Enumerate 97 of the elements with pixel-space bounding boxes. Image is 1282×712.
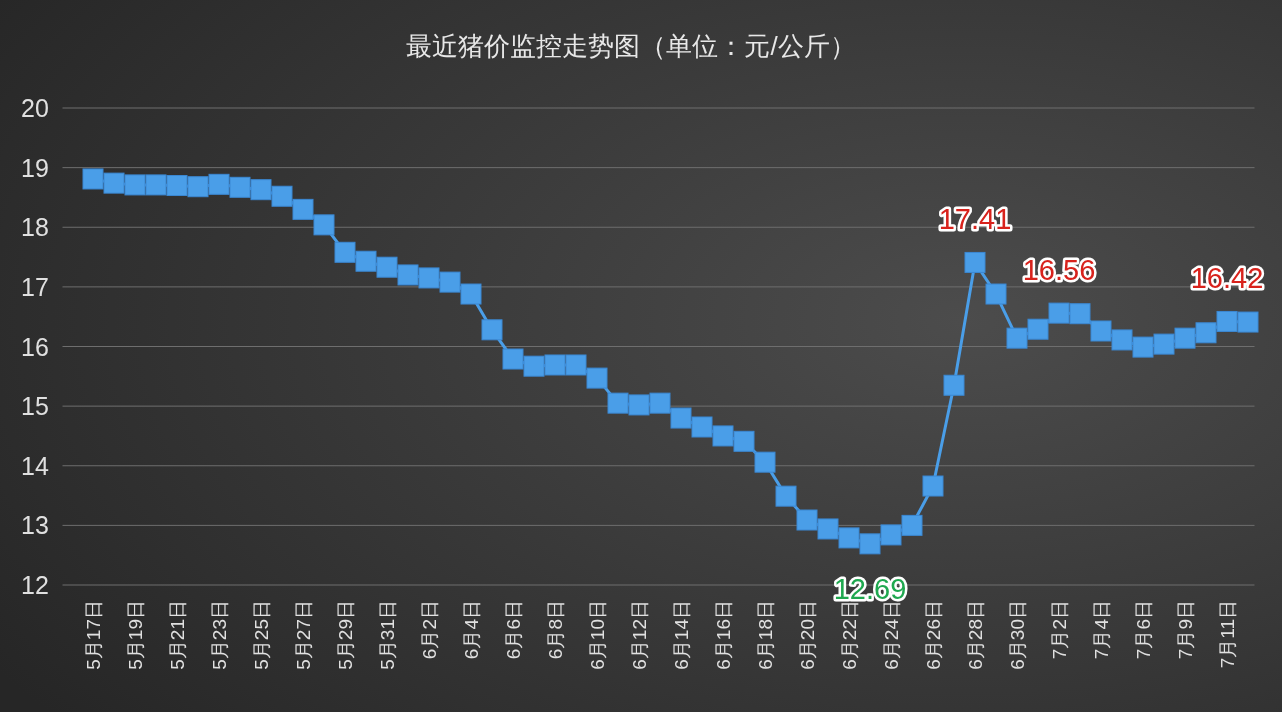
point — [1132, 336, 1154, 358]
x-tick-label: 6月28日 — [965, 600, 986, 670]
point — [964, 251, 986, 273]
x-tick-label: 5月27日 — [293, 600, 314, 670]
x-tick-label: 5月29日 — [335, 600, 356, 670]
point — [901, 514, 923, 536]
point — [1069, 303, 1091, 325]
y-tick-label: 12 — [21, 571, 49, 599]
point — [691, 416, 713, 438]
point — [103, 172, 125, 194]
point — [775, 485, 797, 507]
point — [1195, 322, 1217, 344]
point — [733, 430, 755, 452]
point — [313, 214, 335, 236]
point — [187, 176, 209, 198]
point — [439, 271, 461, 293]
point — [229, 176, 251, 198]
x-tick-label: 6月8日 — [545, 600, 566, 660]
x-tick-label: 6月2日 — [419, 600, 440, 660]
x-tick-label: 5月17日 — [83, 600, 104, 670]
point — [1237, 311, 1259, 333]
point — [397, 264, 419, 286]
point — [985, 283, 1007, 305]
point — [838, 527, 860, 549]
point — [859, 533, 881, 555]
x-tick-label: 5月23日 — [209, 600, 230, 670]
data-label: 16.42 — [1190, 262, 1264, 295]
point — [565, 354, 587, 376]
point — [481, 319, 503, 341]
chart-title: 最近猪价监控走势图（单位：元/公斤） — [406, 31, 856, 61]
x-tick-label: 5月25日 — [251, 600, 272, 670]
point — [649, 392, 671, 414]
point — [208, 173, 230, 195]
data-label: 16.56 — [1022, 254, 1096, 287]
point — [1006, 327, 1028, 349]
point — [334, 241, 356, 263]
x-tick-label: 6月14日 — [671, 600, 692, 670]
x-tick-label: 6月26日 — [923, 600, 944, 670]
point — [1048, 302, 1070, 324]
x-tick-label: 5月21日 — [167, 600, 188, 670]
y-tick-label: 16 — [21, 332, 49, 361]
y-tick-label: 14 — [21, 451, 49, 480]
point — [82, 168, 104, 190]
point — [670, 407, 692, 429]
x-tick-label: 6月22日 — [839, 600, 860, 670]
x-tick-label: 6月20日 — [797, 600, 818, 670]
x-tick-label: 7月2日 — [1049, 600, 1070, 660]
y-tick-label: 20 — [21, 94, 49, 122]
point — [166, 175, 188, 197]
x-tick-label: 6月10日 — [587, 600, 608, 670]
point — [754, 451, 776, 473]
x-tick-label: 7月9日 — [1175, 600, 1196, 660]
point — [1216, 310, 1238, 332]
data-label: 17.41 — [938, 203, 1012, 236]
y-tick-label: 19 — [21, 153, 49, 182]
point — [1153, 333, 1175, 355]
point — [418, 267, 440, 289]
x-tick-label: 7月4日 — [1091, 600, 1112, 660]
x-tick-label: 6月16日 — [713, 600, 734, 670]
point — [502, 348, 524, 370]
x-tick-label: 6月4日 — [461, 600, 482, 660]
x-tick-label: 6月12日 — [629, 600, 650, 670]
point — [145, 174, 167, 196]
point — [880, 524, 902, 546]
point — [1174, 327, 1196, 349]
point — [460, 283, 482, 305]
point — [292, 198, 314, 220]
x-tick-label: 7月11日 — [1217, 600, 1238, 669]
point — [817, 518, 839, 540]
point — [628, 394, 650, 416]
point — [376, 256, 398, 278]
point — [586, 367, 608, 389]
point — [544, 354, 566, 376]
x-tick-label: 5月19日 — [125, 600, 146, 670]
point — [523, 355, 545, 377]
point — [796, 509, 818, 531]
point — [1111, 329, 1133, 351]
point — [124, 174, 146, 196]
y-tick-label: 17 — [21, 272, 49, 301]
y-tick-label: 13 — [21, 511, 49, 540]
x-tick-label: 5月31日 — [377, 600, 398, 670]
point — [271, 185, 293, 207]
point — [1027, 318, 1049, 340]
point — [943, 374, 965, 396]
x-tick-label: 6月18日 — [755, 600, 776, 670]
y-tick-label: 18 — [21, 213, 49, 242]
x-tick-label: 6月6日 — [503, 600, 524, 660]
point — [712, 425, 734, 447]
point — [355, 250, 377, 272]
point — [607, 392, 629, 414]
x-tick-label: 6月24日 — [881, 600, 902, 670]
x-tick-label: 6月30日 — [1007, 600, 1028, 670]
y-tick-label: 15 — [21, 392, 49, 421]
point — [922, 475, 944, 497]
x-tick-label: 7月6日 — [1133, 600, 1154, 660]
point — [1090, 320, 1112, 342]
point — [250, 179, 272, 201]
